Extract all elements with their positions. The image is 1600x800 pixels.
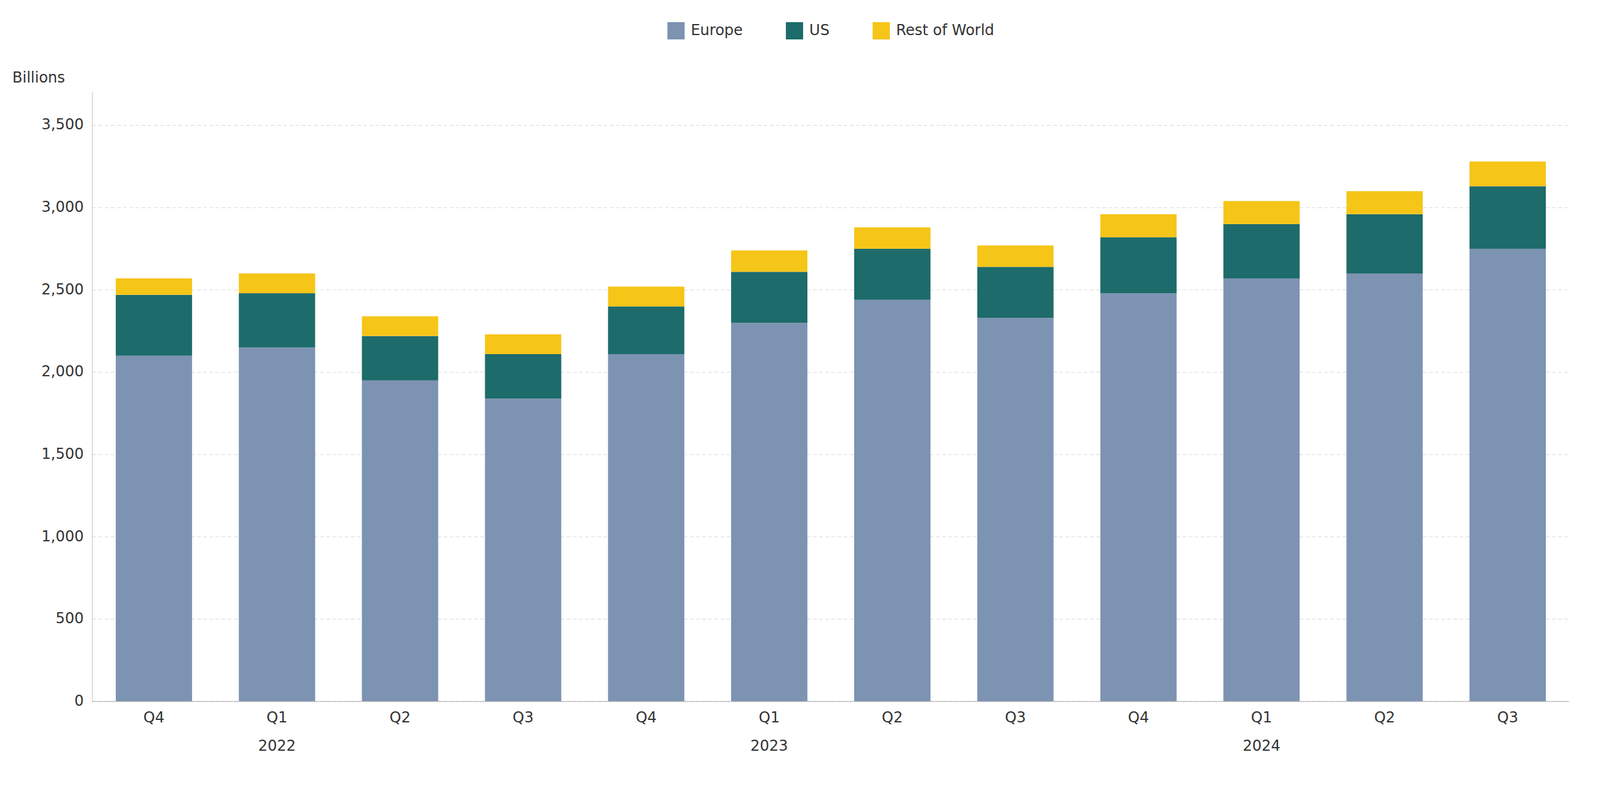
bar-segment bbox=[484, 398, 562, 702]
bar-segment bbox=[1346, 214, 1423, 274]
legend-swatch bbox=[785, 22, 804, 40]
y-tick-label: 3,500 bbox=[41, 115, 84, 134]
bar-segment bbox=[731, 322, 808, 702]
bar-segment bbox=[362, 316, 439, 337]
legend-swatch bbox=[667, 22, 685, 40]
bar-segment bbox=[1223, 278, 1300, 702]
bar-segment bbox=[977, 317, 1054, 702]
x-tick-label: Q1 bbox=[1250, 708, 1272, 727]
legend: Europe US Rest of World bbox=[667, 21, 995, 40]
bar-segment bbox=[607, 354, 685, 702]
y-tick-label: 2,500 bbox=[41, 280, 84, 299]
y-tick-label: 3,000 bbox=[41, 198, 84, 216]
x-tick-label: Q4 bbox=[1127, 708, 1149, 727]
x-axis: Q4 Q1 Q2 Q3 Q4 Q1 Q2 Q3 Q4 Q1 Q2 Q3 2022 2023 2024 bbox=[92, 701, 1570, 755]
page: {"chart_data": {"type": "bar", "stacked"… bbox=[0, 0, 1600, 800]
bar-segment bbox=[1223, 200, 1300, 224]
legend-item: Rest of World bbox=[872, 21, 994, 40]
bar-segment bbox=[484, 334, 562, 355]
x-tick-label: Q3 bbox=[512, 708, 534, 727]
x-tick-label: Q2 bbox=[389, 708, 411, 727]
y-tick-label: 1,500 bbox=[41, 445, 84, 463]
x-tick-label: Q1 bbox=[266, 708, 288, 727]
bar-segment bbox=[854, 227, 931, 249]
bar-segment bbox=[362, 336, 439, 381]
y-tick-label: 2,000 bbox=[41, 362, 84, 380]
grid bbox=[92, 125, 1570, 702]
bar-segment bbox=[731, 271, 808, 323]
bar-segment bbox=[484, 354, 562, 399]
series-bars bbox=[115, 248, 1546, 702]
legend-label: US bbox=[809, 21, 830, 39]
bar-segment bbox=[115, 294, 193, 356]
legend-item: US bbox=[785, 21, 830, 40]
bar-segment bbox=[1100, 237, 1177, 294]
bar-segment bbox=[607, 286, 685, 307]
series-bars bbox=[115, 185, 1546, 399]
legend-label: Europe bbox=[690, 21, 743, 39]
x-tick-label: Q2 bbox=[881, 708, 903, 727]
legend-item: Europe bbox=[667, 21, 743, 40]
bar-segment bbox=[1469, 185, 1546, 249]
bar-segment bbox=[1346, 190, 1423, 214]
bar-segment bbox=[977, 245, 1054, 268]
series-bars bbox=[115, 161, 1546, 355]
y-tick-label: 500 bbox=[55, 609, 84, 627]
y-axis-label: Billions bbox=[12, 68, 66, 87]
bar-segment bbox=[854, 248, 931, 300]
bar-segment bbox=[1469, 161, 1546, 186]
x-tick-label: Q3 bbox=[1005, 708, 1027, 727]
year-label: 2022 bbox=[258, 737, 296, 755]
bar-segment bbox=[1469, 248, 1546, 702]
grid-line bbox=[92, 701, 1570, 703]
bar-segment bbox=[238, 273, 316, 294]
grid-line bbox=[92, 125, 1570, 126]
bar-segment bbox=[854, 299, 931, 702]
x-tick-label: Q2 bbox=[1373, 708, 1395, 727]
bar-segment bbox=[1346, 273, 1423, 702]
bar-segment bbox=[731, 250, 808, 273]
bar-segment bbox=[362, 380, 439, 702]
legend-label: Rest of World bbox=[896, 21, 994, 39]
bar-segment bbox=[1100, 293, 1177, 702]
y-axis: 0 500 1,000 1,500 2,000 2,500 3,000 3,500 bbox=[41, 92, 93, 710]
y-axis-line bbox=[92, 92, 93, 702]
x-tick-label: Q3 bbox=[1497, 708, 1519, 727]
bar-segment bbox=[238, 347, 316, 702]
bar-segment bbox=[977, 266, 1054, 318]
x-tick-label: Q1 bbox=[758, 708, 780, 727]
bar-segment bbox=[115, 278, 193, 295]
bar-segment bbox=[1223, 224, 1300, 279]
y-tick-label: 0 bbox=[74, 692, 84, 710]
year-label: 2023 bbox=[750, 737, 789, 755]
bar-segment bbox=[115, 355, 193, 702]
bar-segment bbox=[238, 293, 316, 348]
legend-swatch bbox=[872, 22, 890, 40]
year-label: 2024 bbox=[1242, 737, 1281, 755]
bar-segment bbox=[1100, 214, 1177, 238]
x-tick-label: Q4 bbox=[143, 708, 165, 727]
x-axis-line bbox=[92, 701, 1570, 703]
x-tick-label: Q4 bbox=[635, 708, 657, 727]
bar-segment bbox=[607, 306, 685, 355]
y-tick-label: 1,000 bbox=[41, 527, 84, 546]
chart: 0 500 1,000 1,500 2,000 2,500 3,000 3,500 Billio… bbox=[0, 0, 1600, 800]
bars bbox=[115, 161, 1546, 702]
